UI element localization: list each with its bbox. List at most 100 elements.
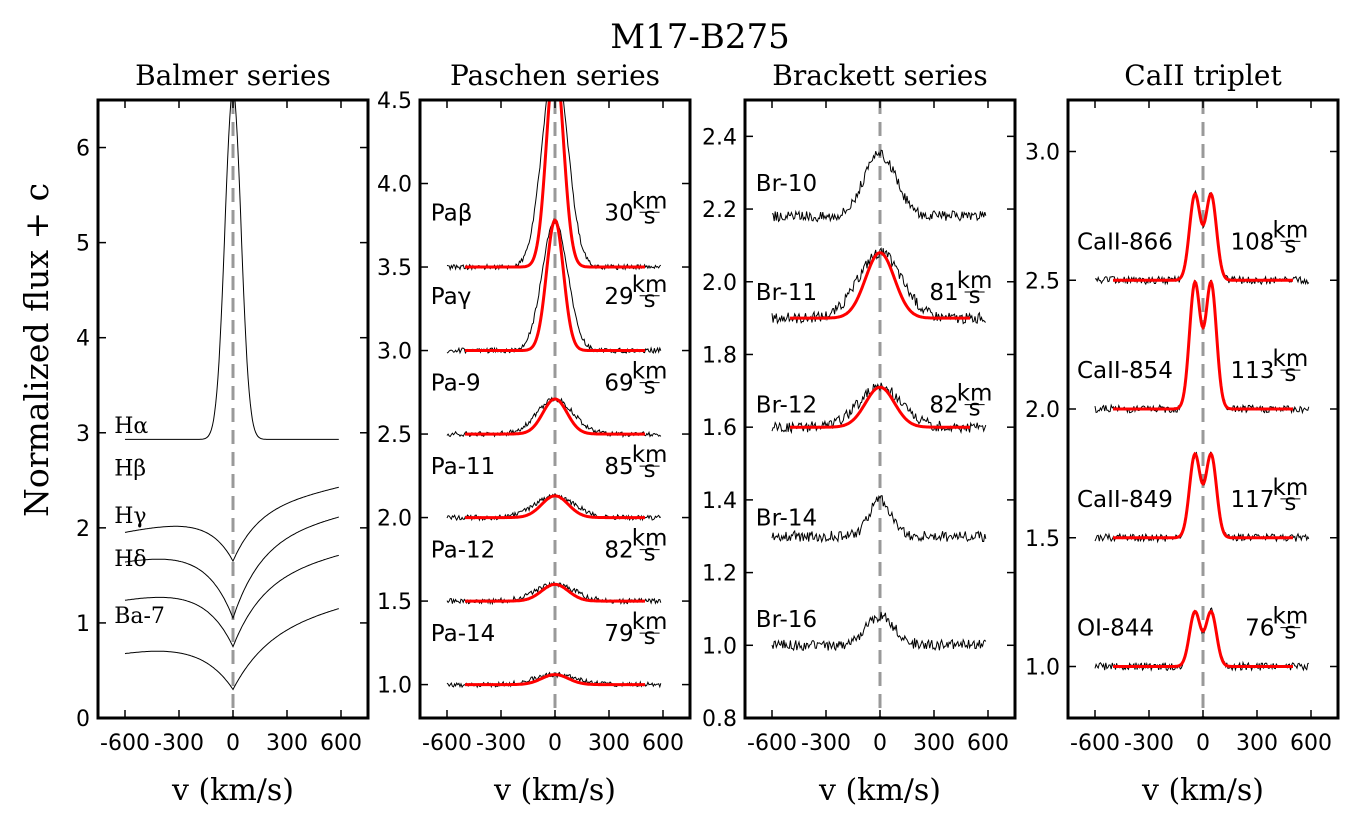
x-tick-label: 600	[1290, 731, 1332, 756]
line-label: Hγ	[114, 504, 146, 529]
fwhm-value: 85	[604, 454, 633, 480]
y-tick-label: 1.6	[702, 416, 737, 441]
fwhm-unit-num: km	[632, 272, 668, 298]
panel-balmer-series: Balmer series v (km/s) Hα Hβ Hγ Hδ Ba-7 -600 -30…	[76, 59, 370, 808]
fwhm-unit-den: s	[644, 541, 656, 567]
line-label: Pa-12	[431, 538, 496, 564]
line-label: Paγ	[431, 284, 472, 310]
fwhm-unit-num: km	[632, 188, 668, 214]
y-tick-label: 0.8	[702, 707, 737, 732]
spectrum-Br-10	[771, 149, 987, 223]
line-label: Pa-14	[431, 621, 496, 647]
y-tick-label: 1.2	[702, 562, 737, 587]
line-label: Br-11	[756, 280, 817, 306]
y-tick-label: 2.0	[702, 271, 737, 296]
spectrum-Ba-7	[124, 608, 339, 691]
y-tick-label: 6	[76, 137, 90, 162]
y-tick-label: 2.0	[1025, 398, 1060, 423]
x-tick-label: -300	[154, 731, 204, 756]
fwhm-unit-num: km	[957, 268, 993, 294]
x-tick-label: 300	[1236, 731, 1278, 756]
x-axis-label: v (km/s)	[171, 773, 294, 808]
y-tick-label: 1.8	[702, 343, 737, 368]
line-label: Pa-9	[431, 371, 481, 397]
fwhm-unit-num: km	[632, 359, 668, 385]
fwhm-value: 79	[604, 621, 633, 647]
fwhm-value: 82	[929, 393, 958, 419]
line-label: Br-14	[756, 505, 817, 531]
fit-Pa-9	[465, 397, 645, 436]
spectrum-Br-16	[771, 611, 987, 652]
y-tick-label: 0	[76, 707, 90, 732]
fwhm-value: 108	[1230, 229, 1274, 255]
y-tick-label: 1.4	[702, 489, 737, 514]
fwhm-unit-den: s	[969, 283, 981, 309]
y-tick-label: 2.5	[377, 423, 412, 448]
fwhm-unit-num: km	[632, 526, 668, 552]
plot-area	[1094, 100, 1310, 718]
fit-Br-12	[790, 385, 970, 429]
y-tick-label: 1.0	[702, 634, 737, 659]
panel-title: Paschen series	[450, 59, 660, 92]
spectrum-Hα	[125, 100, 339, 440]
fwhm-unit-num: km	[1273, 346, 1309, 372]
fwhm-value: 69	[604, 371, 633, 397]
fwhm-unit-den: s	[644, 374, 656, 400]
y-tick-label: 2.0	[377, 507, 412, 532]
fwhm-unit-den: s	[644, 624, 656, 650]
fwhm-value: 81	[929, 280, 958, 306]
x-tick-label: 300	[913, 731, 955, 756]
fit-CaII-849	[1113, 451, 1293, 540]
x-tick-label: 600	[320, 731, 362, 756]
fwhm-value: 29	[604, 284, 633, 310]
line-label: Pa-11	[431, 454, 496, 480]
y-tick-label: 2.2	[702, 198, 737, 223]
fit-OI-844	[1113, 609, 1293, 668]
y-tick-label: 4	[76, 327, 90, 352]
fwhm-unit-num: km	[957, 381, 993, 407]
line-label: Ba-7	[114, 604, 165, 629]
y-tick-label: 2.4	[702, 125, 737, 150]
fwhm-unit-den: s	[1284, 619, 1296, 645]
spectrum-Hγ	[124, 516, 339, 620]
y-tick-label: 3	[76, 422, 90, 447]
y-axis-label: Normalized flux + c	[17, 183, 56, 517]
plot-area	[124, 100, 339, 718]
x-tick-label: 0	[1196, 731, 1210, 756]
x-tick-label: 0	[226, 731, 240, 756]
line-label: Hδ	[114, 547, 146, 572]
x-axis-label: v (km/s)	[818, 773, 941, 808]
y-tick-label: 4.5	[377, 89, 412, 114]
fwhm-unit-num: km	[1273, 604, 1309, 630]
fit-Paβ	[465, 100, 645, 269]
x-tick-label: -600	[747, 731, 797, 756]
fwhm-unit-num: km	[1273, 217, 1309, 243]
fwhm-unit-den: s	[644, 287, 656, 313]
y-tick-label: 2	[76, 517, 90, 542]
line-label: Hβ	[114, 457, 146, 482]
panel-title: CaII triplet	[1124, 59, 1282, 92]
fwhm-unit-den: s	[1284, 361, 1296, 387]
y-tick-label: 1.5	[377, 590, 412, 615]
x-tick-label: -600	[422, 731, 472, 756]
x-tick-label: -300	[1124, 731, 1174, 756]
x-tick-label: -300	[476, 731, 526, 756]
fwhm-unit-den: s	[644, 457, 656, 483]
fwhm-unit-den: s	[969, 396, 981, 422]
line-label: CaII-866	[1077, 229, 1173, 255]
line-label: Br-10	[756, 171, 817, 197]
y-tick-label: 1.0	[377, 674, 412, 699]
fwhm-unit-num: km	[1273, 475, 1309, 501]
fit-CaII-866	[1113, 191, 1293, 282]
line-label: CaII-849	[1077, 487, 1173, 513]
y-tick-label: 3.0	[377, 340, 412, 365]
fwhm-value: 76	[1245, 616, 1274, 642]
panel-title: Balmer series	[135, 59, 331, 92]
line-label: Hα	[114, 414, 148, 439]
fit-Br-11	[790, 251, 970, 320]
y-tick-label: 1	[76, 612, 90, 637]
